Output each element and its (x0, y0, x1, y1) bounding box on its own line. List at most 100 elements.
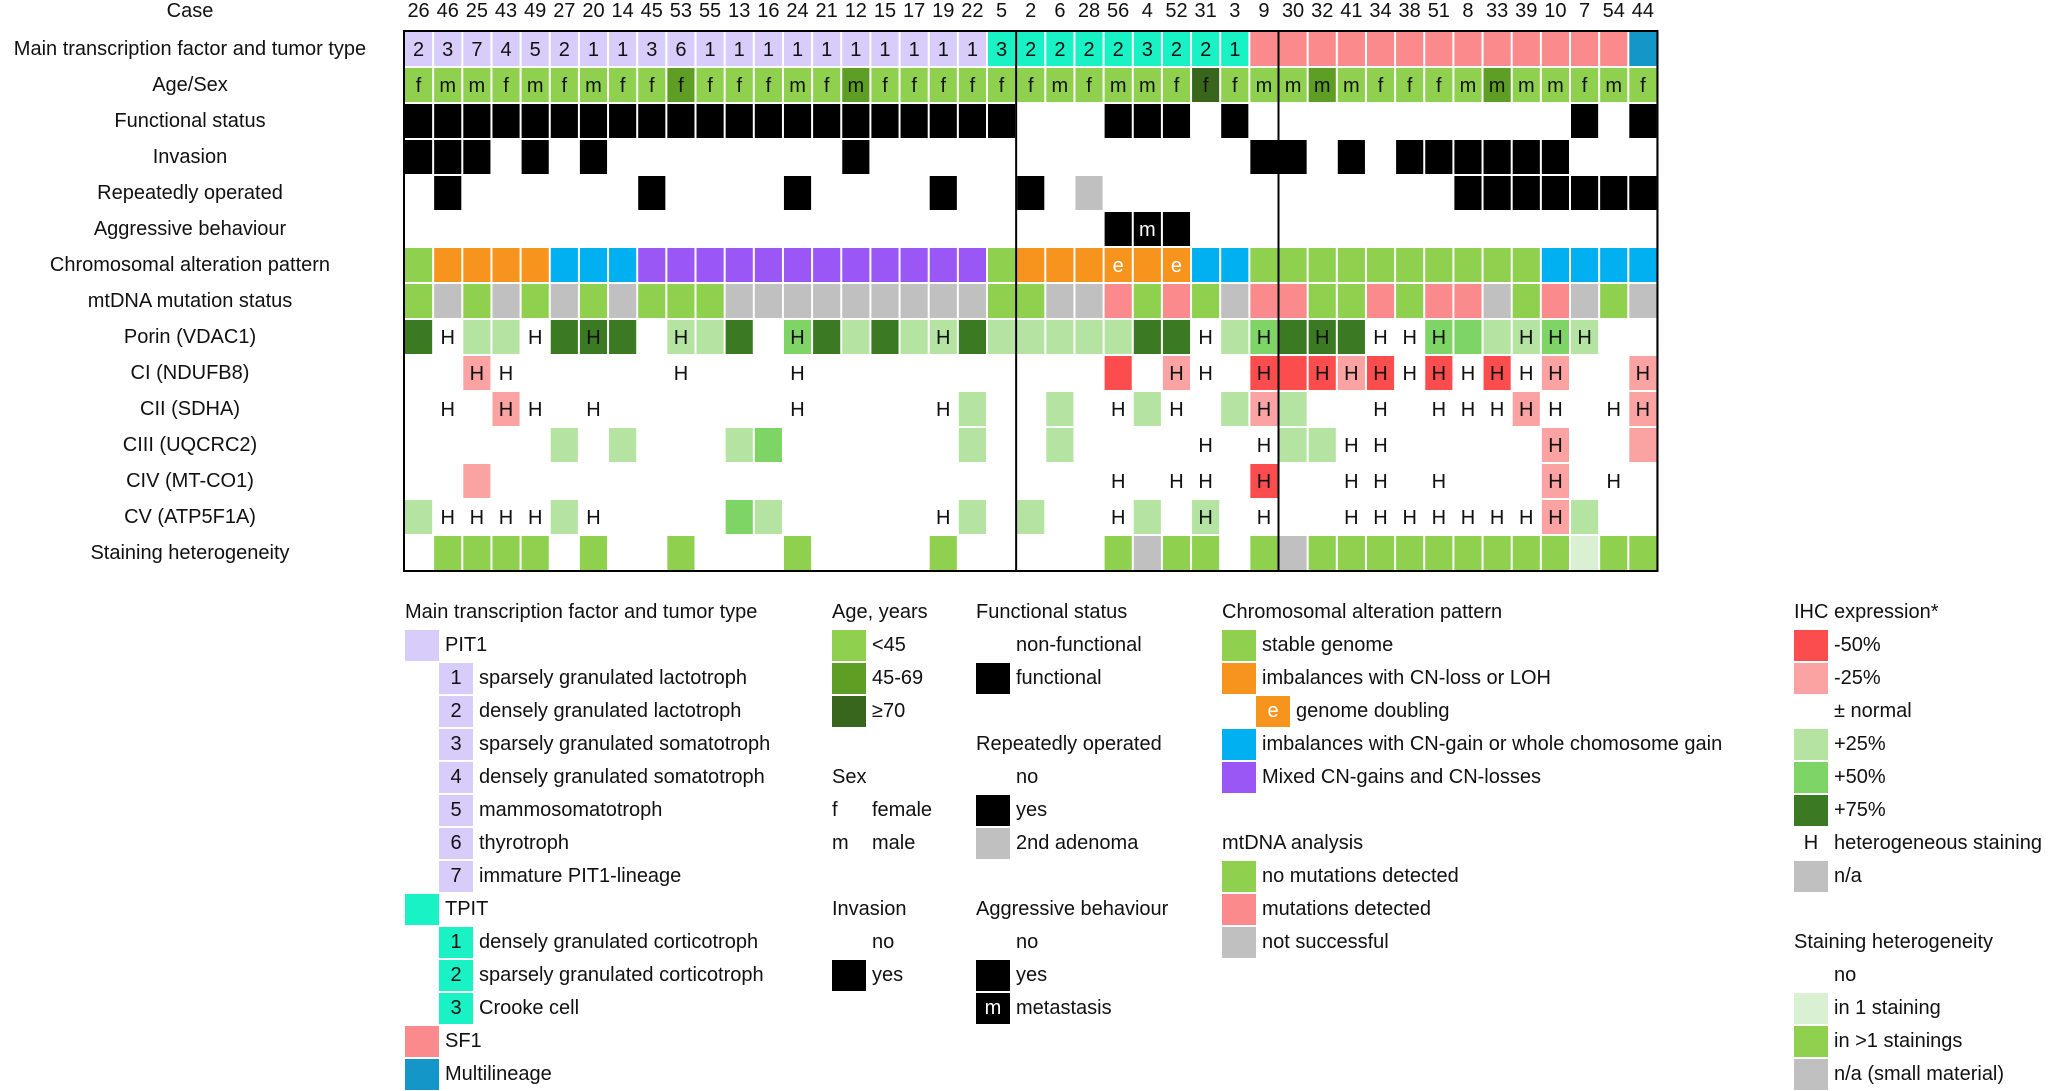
heatmap-cell (1278, 535, 1308, 571)
cell-label: m (1256, 75, 1273, 97)
case-number: 31 (1195, 0, 1217, 22)
heatmap-cell (987, 283, 1017, 319)
legend-het-more: in >1 stainings (1794, 1025, 2042, 1058)
heatmap-cell (1278, 391, 1308, 427)
case-number: 10 (1544, 0, 1566, 22)
heatmap-cell (1191, 535, 1221, 571)
cell-label: 2 (1054, 39, 1065, 61)
heatmap-cell (724, 283, 754, 319)
cell-label: H (1402, 507, 1416, 529)
legend-cap-title: Chromosomal alteration pattern (1222, 601, 1503, 623)
heatmap-cell (1628, 31, 1658, 67)
case-number: 33 (1486, 0, 1508, 22)
row-label: Functional status (114, 110, 265, 132)
cell-label: m (1110, 75, 1127, 97)
heatmap-cell (1540, 427, 1570, 463)
heatmap-cell (841, 283, 871, 319)
case-number: 27 (553, 0, 575, 22)
heatmap-cell (957, 427, 987, 463)
legend-mt-title: mtDNA analysis (1222, 832, 1364, 854)
heatmap-cell (957, 319, 987, 355)
heatmap-cell (724, 319, 754, 355)
cell-label: f (882, 75, 888, 97)
legend-sf1: SF1 (405, 1025, 770, 1058)
legend-multilineage: Multilineage (405, 1058, 770, 1091)
case-number: 24 (786, 0, 808, 22)
row-label: CI (NDUFB8) (131, 362, 250, 384)
cell-label: f (1203, 75, 1209, 97)
heatmap-cell (1336, 355, 1366, 391)
case-number: 55 (699, 0, 721, 22)
cell-label: H (499, 507, 513, 529)
heatmap-cell (1511, 67, 1541, 103)
heatmap-cell (1365, 247, 1396, 283)
heatmap-cell (1482, 319, 1512, 355)
heatmap-cell (1628, 175, 1658, 211)
pit1-label: mammosomatotroph (479, 799, 663, 821)
heatmap-cell (1220, 67, 1250, 103)
cell-label: H (1519, 507, 1533, 529)
heatmap-cell (1482, 67, 1512, 103)
cell-label: H (1169, 363, 1183, 385)
cell-label: H (1519, 363, 1533, 385)
heatmap-cell (841, 247, 871, 283)
heatmap-cell (899, 283, 929, 319)
heatmap-cell (549, 103, 579, 139)
case-number: 43 (495, 0, 517, 22)
heatmap-cell (1132, 499, 1162, 535)
heatmap-cell (462, 139, 492, 175)
heatmap-cell (1482, 283, 1512, 319)
row-label: CII (SDHA) (140, 398, 240, 420)
heatmap-cell (1628, 535, 1658, 571)
heatmap-cell (812, 283, 842, 319)
tpit-number: 2 (439, 960, 473, 991)
cell-label: H (1198, 471, 1212, 493)
heatmap-cell (1599, 535, 1629, 571)
heatmap-cell (1220, 391, 1250, 427)
cell-label: H (1577, 327, 1591, 349)
legend-ihc-p75: +75% (1794, 794, 2042, 827)
heatmap-cell (928, 175, 958, 211)
pit1-label: immature PIT1-lineage (479, 865, 682, 887)
cell-label: f (1640, 75, 1646, 97)
heatmap-cell (1599, 247, 1629, 283)
cell-label: H (1111, 471, 1125, 493)
heatmap-cell (695, 67, 725, 103)
cell-label: H (1461, 507, 1475, 529)
legend-age-mid: 45-69 (832, 662, 932, 695)
legend-aggressive-title: Aggressive behaviour (976, 898, 1169, 920)
heatmap-cell (782, 175, 813, 211)
pit1-number: 5 (439, 795, 473, 826)
heatmap-cell (1161, 535, 1192, 571)
heatmap-cell (1511, 247, 1541, 283)
cell-label: 1 (705, 39, 716, 61)
heatmap-cell (491, 31, 521, 67)
row-label: Aggressive behaviour (94, 218, 287, 240)
cell-label: H (674, 327, 688, 349)
heatmap-cell (1103, 67, 1133, 103)
heatmap-cell (1395, 283, 1425, 319)
heatmap-cell (1249, 247, 1279, 283)
heatmap-cell (404, 103, 434, 139)
heatmap-cell (1599, 175, 1629, 211)
heatmap-cell (666, 319, 696, 355)
legend-age-sex-invasion: Age, years <45 45-69 ≥70 Sex f female m ma… (832, 596, 932, 992)
heatmap-cell (637, 247, 667, 283)
case-number: 34 (1369, 0, 1391, 22)
pit1-label: densely granulated lactotroph (479, 700, 742, 722)
cell-label: e (1113, 255, 1124, 277)
heatmap-cell (1453, 319, 1483, 355)
legend-invasion-title: Invasion (832, 898, 907, 920)
heatmap-cell (1016, 319, 1046, 355)
heatmap-cell (841, 31, 871, 67)
legend-tpit: TPIT (405, 893, 770, 926)
cell-label: H (1461, 399, 1475, 421)
heatmap-cell (782, 103, 813, 139)
heatmap-cell (899, 247, 929, 283)
heatmap-cell (1249, 391, 1279, 427)
cell-label: m (1489, 75, 1506, 97)
heatmap-cell (1628, 67, 1658, 103)
cell-label: f (1378, 75, 1384, 97)
legend-cap-imbalance: imbalances with CN-loss or LOH (1222, 662, 1722, 695)
case-number: 20 (582, 0, 604, 22)
